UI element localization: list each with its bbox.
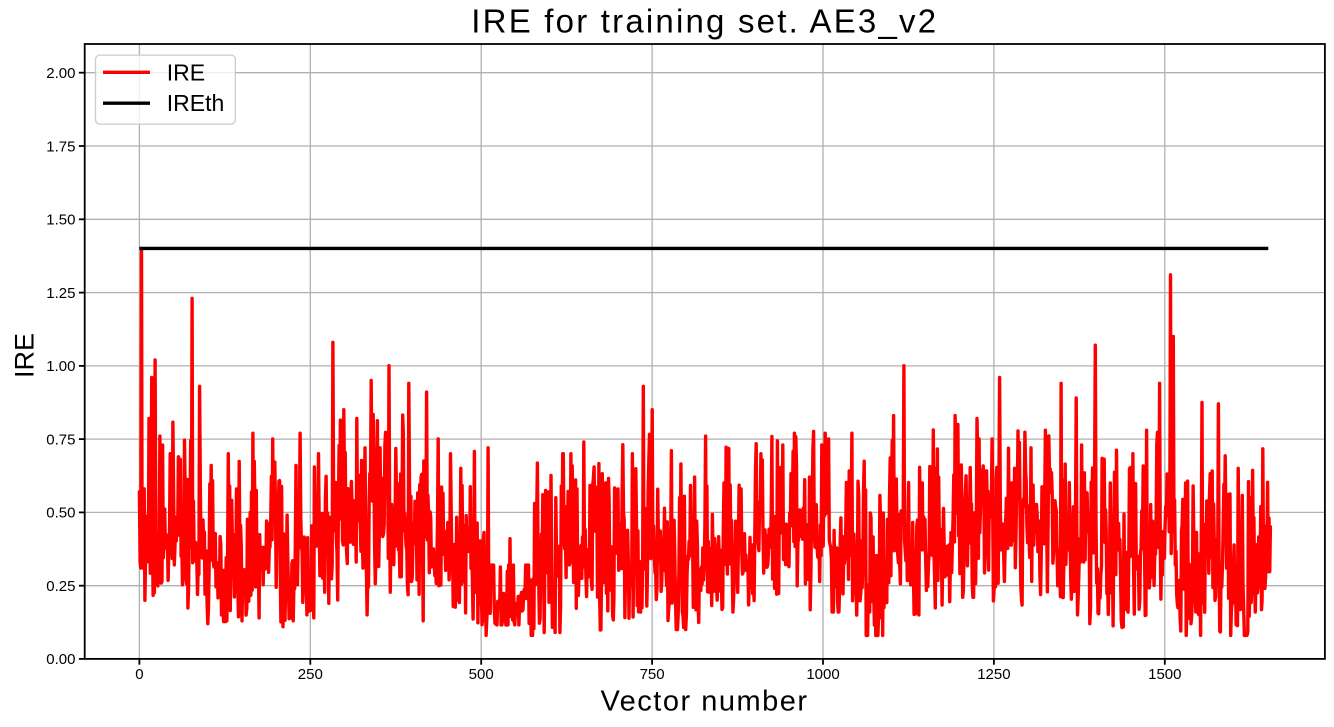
svg-text:1000: 1000 (806, 666, 839, 683)
svg-text:IRE: IRE (9, 333, 39, 378)
svg-text:0.50: 0.50 (46, 505, 75, 522)
svg-text:1.75: 1.75 (46, 138, 75, 155)
svg-text:500: 500 (469, 666, 494, 683)
svg-text:IRE for training set. AE3_v2: IRE for training set. AE3_v2 (471, 3, 938, 40)
svg-text:0.25: 0.25 (46, 578, 75, 595)
svg-text:2.00: 2.00 (46, 65, 75, 82)
svg-text:IREth: IREth (167, 90, 225, 116)
svg-text:750: 750 (640, 666, 665, 683)
svg-text:0.00: 0.00 (46, 651, 75, 668)
svg-text:250: 250 (298, 666, 323, 683)
svg-text:0.75: 0.75 (46, 431, 75, 448)
svg-text:1.00: 1.00 (46, 358, 75, 375)
svg-text:IRE: IRE (167, 59, 205, 85)
svg-text:1250: 1250 (977, 666, 1010, 683)
svg-text:1.25: 1.25 (46, 285, 75, 302)
svg-text:0: 0 (135, 666, 143, 683)
svg-text:1.50: 1.50 (46, 212, 75, 229)
svg-text:1500: 1500 (1148, 666, 1181, 683)
svg-text:Vector number: Vector number (600, 686, 808, 718)
